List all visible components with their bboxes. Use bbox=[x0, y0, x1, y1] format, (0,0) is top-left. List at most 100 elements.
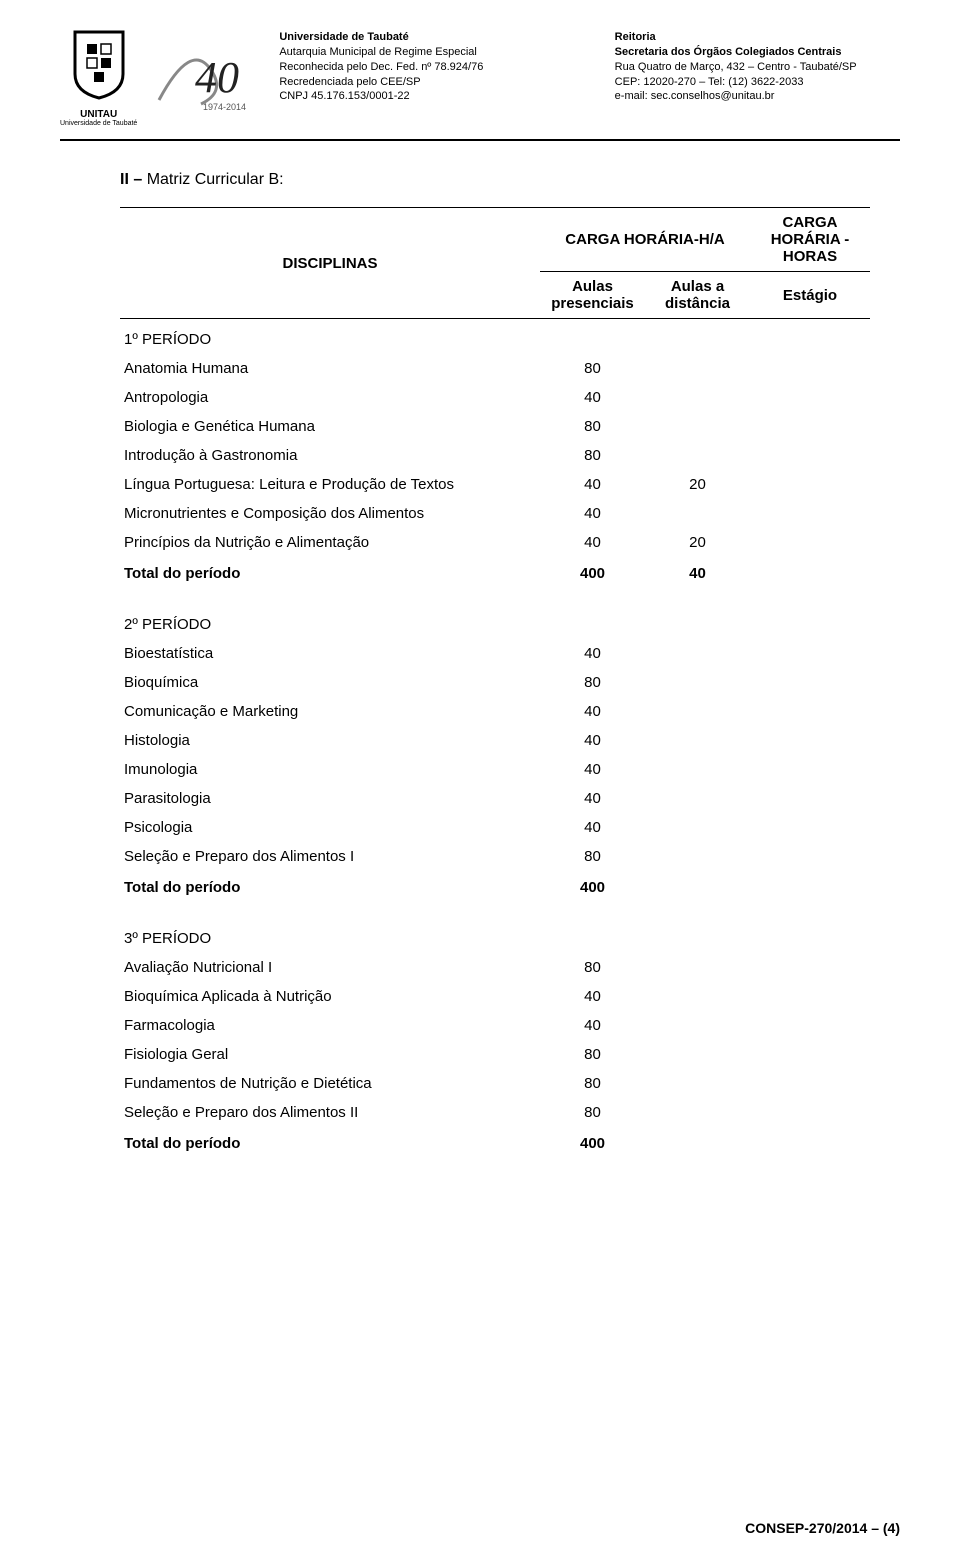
table-row: Psicologia40 bbox=[120, 813, 870, 842]
aulas-pres-value: 80 bbox=[540, 412, 645, 441]
estagio-value bbox=[750, 953, 870, 982]
aulas-dist-value: 20 bbox=[645, 528, 750, 557]
aulas-dist-value bbox=[645, 813, 750, 842]
table-row: Imunologia40 bbox=[120, 755, 870, 784]
aulas-dist-value bbox=[645, 383, 750, 412]
aulas-pres-value: 40 bbox=[540, 697, 645, 726]
th-carga-ha: CARGA HORÁRIA-H/A bbox=[540, 208, 750, 272]
disciplina-label: Fundamentos de Nutrição e Dietética bbox=[120, 1069, 540, 1098]
table-row: Bioquímica80 bbox=[120, 668, 870, 697]
total-label: Total do período bbox=[120, 871, 540, 904]
estagio-value bbox=[750, 470, 870, 499]
disciplina-label: Comunicação e Marketing bbox=[120, 697, 540, 726]
aulas-dist-value bbox=[645, 953, 750, 982]
table-row: Farmacologia40 bbox=[120, 1011, 870, 1040]
disciplina-label: Antropologia bbox=[120, 383, 540, 412]
aulas-pres-value: 40 bbox=[540, 383, 645, 412]
aulas-dist-value bbox=[645, 1098, 750, 1127]
header-line: Universidade de Taubaté bbox=[279, 30, 564, 45]
table-row: Avaliação Nutricional I80 bbox=[120, 953, 870, 982]
footer-code: CONSEP-270/2014 – (4) bbox=[745, 1520, 900, 1536]
header-line: Secretaria dos Órgãos Colegiados Centrai… bbox=[615, 45, 900, 60]
estagio-value bbox=[750, 784, 870, 813]
aulas-pres-value: 80 bbox=[540, 1069, 645, 1098]
estagio-value bbox=[750, 412, 870, 441]
periodo-title: 3º PERÍODO bbox=[120, 918, 540, 953]
aulas-pres-value: 80 bbox=[540, 441, 645, 470]
th-aulas-pres: Aulas presenciais bbox=[540, 272, 645, 319]
section-title-prefix: II – bbox=[120, 171, 147, 188]
disciplina-label: Micronutrientes e Composição dos Aliment… bbox=[120, 499, 540, 528]
aulas-pres-value: 40 bbox=[540, 726, 645, 755]
header-line: e-mail: sec.conselhos@unitau.br bbox=[615, 89, 900, 104]
disciplina-label: Parasitologia bbox=[120, 784, 540, 813]
disciplina-label: Princípios da Nutrição e Alimentação bbox=[120, 528, 540, 557]
aulas-pres-value: 80 bbox=[540, 1040, 645, 1069]
disciplina-label: Biologia e Genética Humana bbox=[120, 412, 540, 441]
th-estagio: Estágio bbox=[750, 272, 870, 319]
aulas-pres-value: 80 bbox=[540, 842, 645, 871]
aulas-dist-value bbox=[645, 1040, 750, 1069]
aulas-dist-value bbox=[645, 441, 750, 470]
estagio-value bbox=[750, 1069, 870, 1098]
aulas-dist-value bbox=[645, 668, 750, 697]
aulas-dist-value bbox=[645, 499, 750, 528]
disciplina-label: Anatomia Humana bbox=[120, 354, 540, 383]
disciplina-label: Psicologia bbox=[120, 813, 540, 842]
table-row: Parasitologia40 bbox=[120, 784, 870, 813]
total-pres: 400 bbox=[540, 557, 645, 590]
disciplina-label: Introdução à Gastronomia bbox=[120, 441, 540, 470]
table-row: Antropologia40 bbox=[120, 383, 870, 412]
aulas-dist-value bbox=[645, 1011, 750, 1040]
aulas-pres-value: 40 bbox=[540, 755, 645, 784]
section-title-text: Matriz Curricular B: bbox=[147, 171, 284, 188]
forty-logo-block: 40 1974-2014 bbox=[151, 30, 261, 125]
forty-logo-icon: 40 1974-2014 bbox=[151, 30, 261, 120]
estagio-value bbox=[750, 1040, 870, 1069]
aulas-pres-value: 40 bbox=[540, 470, 645, 499]
aulas-pres-value: 40 bbox=[540, 813, 645, 842]
header-line: CNPJ 45.176.153/0001-22 bbox=[279, 89, 564, 104]
header-line: Autarquia Municipal de Regime Especial bbox=[279, 45, 564, 60]
estagio-value bbox=[750, 668, 870, 697]
aulas-pres-value: 80 bbox=[540, 668, 645, 697]
disciplina-label: Seleção e Preparo dos Alimentos I bbox=[120, 842, 540, 871]
disciplina-label: Seleção e Preparo dos Alimentos II bbox=[120, 1098, 540, 1127]
table-row: Seleção e Preparo dos Alimentos II80 bbox=[120, 1098, 870, 1127]
disciplina-label: Histologia bbox=[120, 726, 540, 755]
disciplina-label: Imunologia bbox=[120, 755, 540, 784]
table-row: Bioestatística40 bbox=[120, 639, 870, 668]
table-row: Micronutrientes e Composição dos Aliment… bbox=[120, 499, 870, 528]
periodo-title: 2º PERÍODO bbox=[120, 604, 540, 639]
svg-text:40: 40 bbox=[195, 53, 239, 102]
content: II – Matriz Curricular B: DISCIPLINAS CA… bbox=[60, 141, 900, 1160]
aulas-dist-value bbox=[645, 412, 750, 441]
total-dist bbox=[645, 871, 750, 904]
unitau-label: UNITAU bbox=[60, 109, 137, 120]
disciplina-label: Bioquímica Aplicada à Nutrição bbox=[120, 982, 540, 1011]
estagio-value bbox=[750, 639, 870, 668]
total-label: Total do período bbox=[120, 1127, 540, 1160]
aulas-pres-value: 80 bbox=[540, 953, 645, 982]
aulas-dist-value bbox=[645, 784, 750, 813]
table-row: Língua Portuguesa: Leitura e Produção de… bbox=[120, 470, 870, 499]
aulas-pres-value: 40 bbox=[540, 1011, 645, 1040]
table-row: Princípios da Nutrição e Alimentação4020 bbox=[120, 528, 870, 557]
estagio-value bbox=[750, 982, 870, 1011]
total-pres: 400 bbox=[540, 871, 645, 904]
aulas-pres-value: 40 bbox=[540, 982, 645, 1011]
total-label: Total do período bbox=[120, 557, 540, 590]
disciplina-label: Bioquímica bbox=[120, 668, 540, 697]
aulas-pres-value: 80 bbox=[540, 1098, 645, 1127]
document-header: UNITAU Universidade de Taubaté 40 1974-2… bbox=[60, 30, 900, 127]
estagio-value bbox=[750, 726, 870, 755]
header-text: Universidade de Taubaté Autarquia Munici… bbox=[279, 30, 900, 104]
aulas-dist-value bbox=[645, 982, 750, 1011]
header-line: CEP: 12020-270 – Tel: (12) 3622-2033 bbox=[615, 75, 900, 90]
total-row: Total do período40040 bbox=[120, 557, 870, 590]
table-row: Introdução à Gastronomia80 bbox=[120, 441, 870, 470]
aulas-pres-value: 40 bbox=[540, 784, 645, 813]
section-title: II – Matriz Curricular B: bbox=[120, 171, 870, 189]
logo-block: UNITAU Universidade de Taubaté 40 1974-2… bbox=[60, 30, 261, 127]
unitau-logo-block: UNITAU Universidade de Taubaté bbox=[60, 30, 137, 127]
